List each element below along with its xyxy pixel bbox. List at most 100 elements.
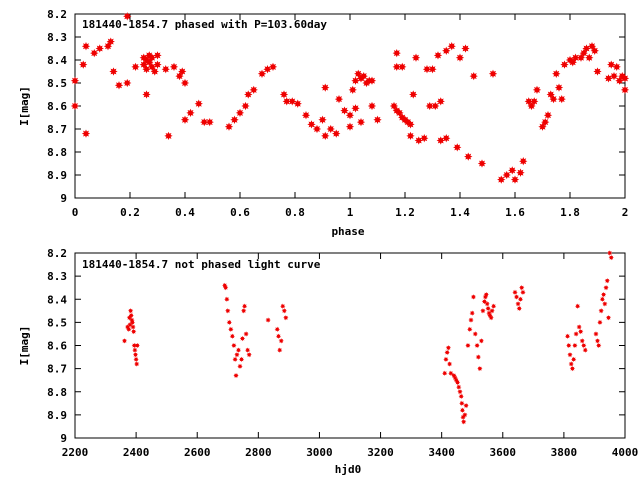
data-point <box>480 308 486 314</box>
data-point <box>359 71 368 81</box>
data-point <box>530 97 539 106</box>
data-point <box>552 69 561 78</box>
data-point <box>490 303 497 309</box>
data-point <box>340 106 349 115</box>
data-point <box>142 90 151 99</box>
data-point <box>607 60 616 69</box>
data-point <box>618 71 627 81</box>
data-point <box>239 335 246 342</box>
data-point <box>332 129 341 138</box>
plot-frame <box>74 252 626 439</box>
data-point <box>226 319 232 326</box>
data-point <box>128 312 134 319</box>
data-point <box>142 65 151 74</box>
data-point <box>489 308 495 314</box>
data-point <box>481 298 488 305</box>
data-point <box>620 85 630 95</box>
data-point <box>478 338 485 344</box>
x-tick-label: 2800 <box>245 446 272 459</box>
data-point <box>612 62 621 72</box>
data-point <box>571 356 577 363</box>
data-point <box>475 354 481 360</box>
y-tick-label: 8.8 <box>47 386 67 399</box>
data-point <box>274 326 280 332</box>
data-point <box>145 58 154 67</box>
data-point <box>224 296 230 302</box>
x-tick-label: 0.8 <box>285 206 305 219</box>
data-point <box>70 101 80 111</box>
x-tick-label: 0.2 <box>120 206 140 219</box>
data-point <box>463 402 469 409</box>
data-point <box>345 122 355 131</box>
data-point <box>312 124 322 134</box>
data-point <box>442 134 451 143</box>
y-tick-label: 8.6 <box>47 340 67 353</box>
data-point <box>436 97 445 106</box>
data-point <box>587 42 597 51</box>
data-point <box>263 65 272 74</box>
data-point <box>477 159 487 168</box>
y-tick-label: 8.6 <box>47 100 67 113</box>
data-point <box>574 303 581 309</box>
data-point <box>411 53 421 62</box>
y-tick-label: 8.4 <box>47 293 67 306</box>
data-point <box>235 108 245 118</box>
data-point <box>557 94 566 104</box>
data-point <box>581 342 587 349</box>
data-point <box>607 250 613 256</box>
data-point <box>147 62 157 72</box>
data-point <box>225 308 231 314</box>
data-point <box>455 53 465 62</box>
data-point <box>510 175 520 184</box>
data-point <box>307 120 316 129</box>
data-point <box>153 51 162 60</box>
data-point <box>524 97 533 106</box>
data-point <box>132 352 139 358</box>
data-point <box>90 48 99 58</box>
data-point <box>445 345 452 351</box>
data-point <box>244 347 251 353</box>
data-point <box>446 361 453 367</box>
y-tick-label: 8.2 <box>47 247 67 260</box>
data-point <box>268 62 278 72</box>
data-point <box>131 328 137 335</box>
data-point <box>483 291 489 298</box>
data-point <box>568 361 574 367</box>
data-point <box>458 393 464 400</box>
data-point <box>464 152 473 161</box>
data-point <box>567 352 573 358</box>
data-point <box>275 333 282 339</box>
y-tick-label: 8.9 <box>47 409 67 422</box>
data-point <box>454 379 461 386</box>
data-point <box>566 342 572 349</box>
data-point <box>582 347 588 353</box>
data-point <box>428 65 437 74</box>
y-tick-label: 8.3 <box>47 31 67 44</box>
data-point <box>516 305 522 312</box>
data-point <box>615 76 624 85</box>
data-point <box>488 315 494 321</box>
data-point <box>127 308 134 314</box>
data-point <box>599 296 606 302</box>
data-point <box>409 90 418 99</box>
data-point <box>367 76 377 85</box>
data-point <box>249 85 258 95</box>
x-tick-label: 1.6 <box>505 206 525 219</box>
data-point <box>354 69 363 78</box>
data-point <box>443 356 449 363</box>
data-point <box>456 384 462 390</box>
x-tick-label: 1.4 <box>450 206 470 219</box>
data-point <box>348 85 357 95</box>
data-point <box>465 342 471 349</box>
data-point <box>590 46 599 55</box>
data-point <box>228 326 234 332</box>
data-point <box>605 315 612 321</box>
data-point <box>433 51 443 60</box>
x-tick-label: 0.4 <box>175 206 195 219</box>
x-tick-label: 3800 <box>551 446 578 459</box>
data-point <box>425 101 434 111</box>
data-point <box>70 76 80 85</box>
data-point <box>564 333 571 339</box>
data-point <box>594 338 601 344</box>
